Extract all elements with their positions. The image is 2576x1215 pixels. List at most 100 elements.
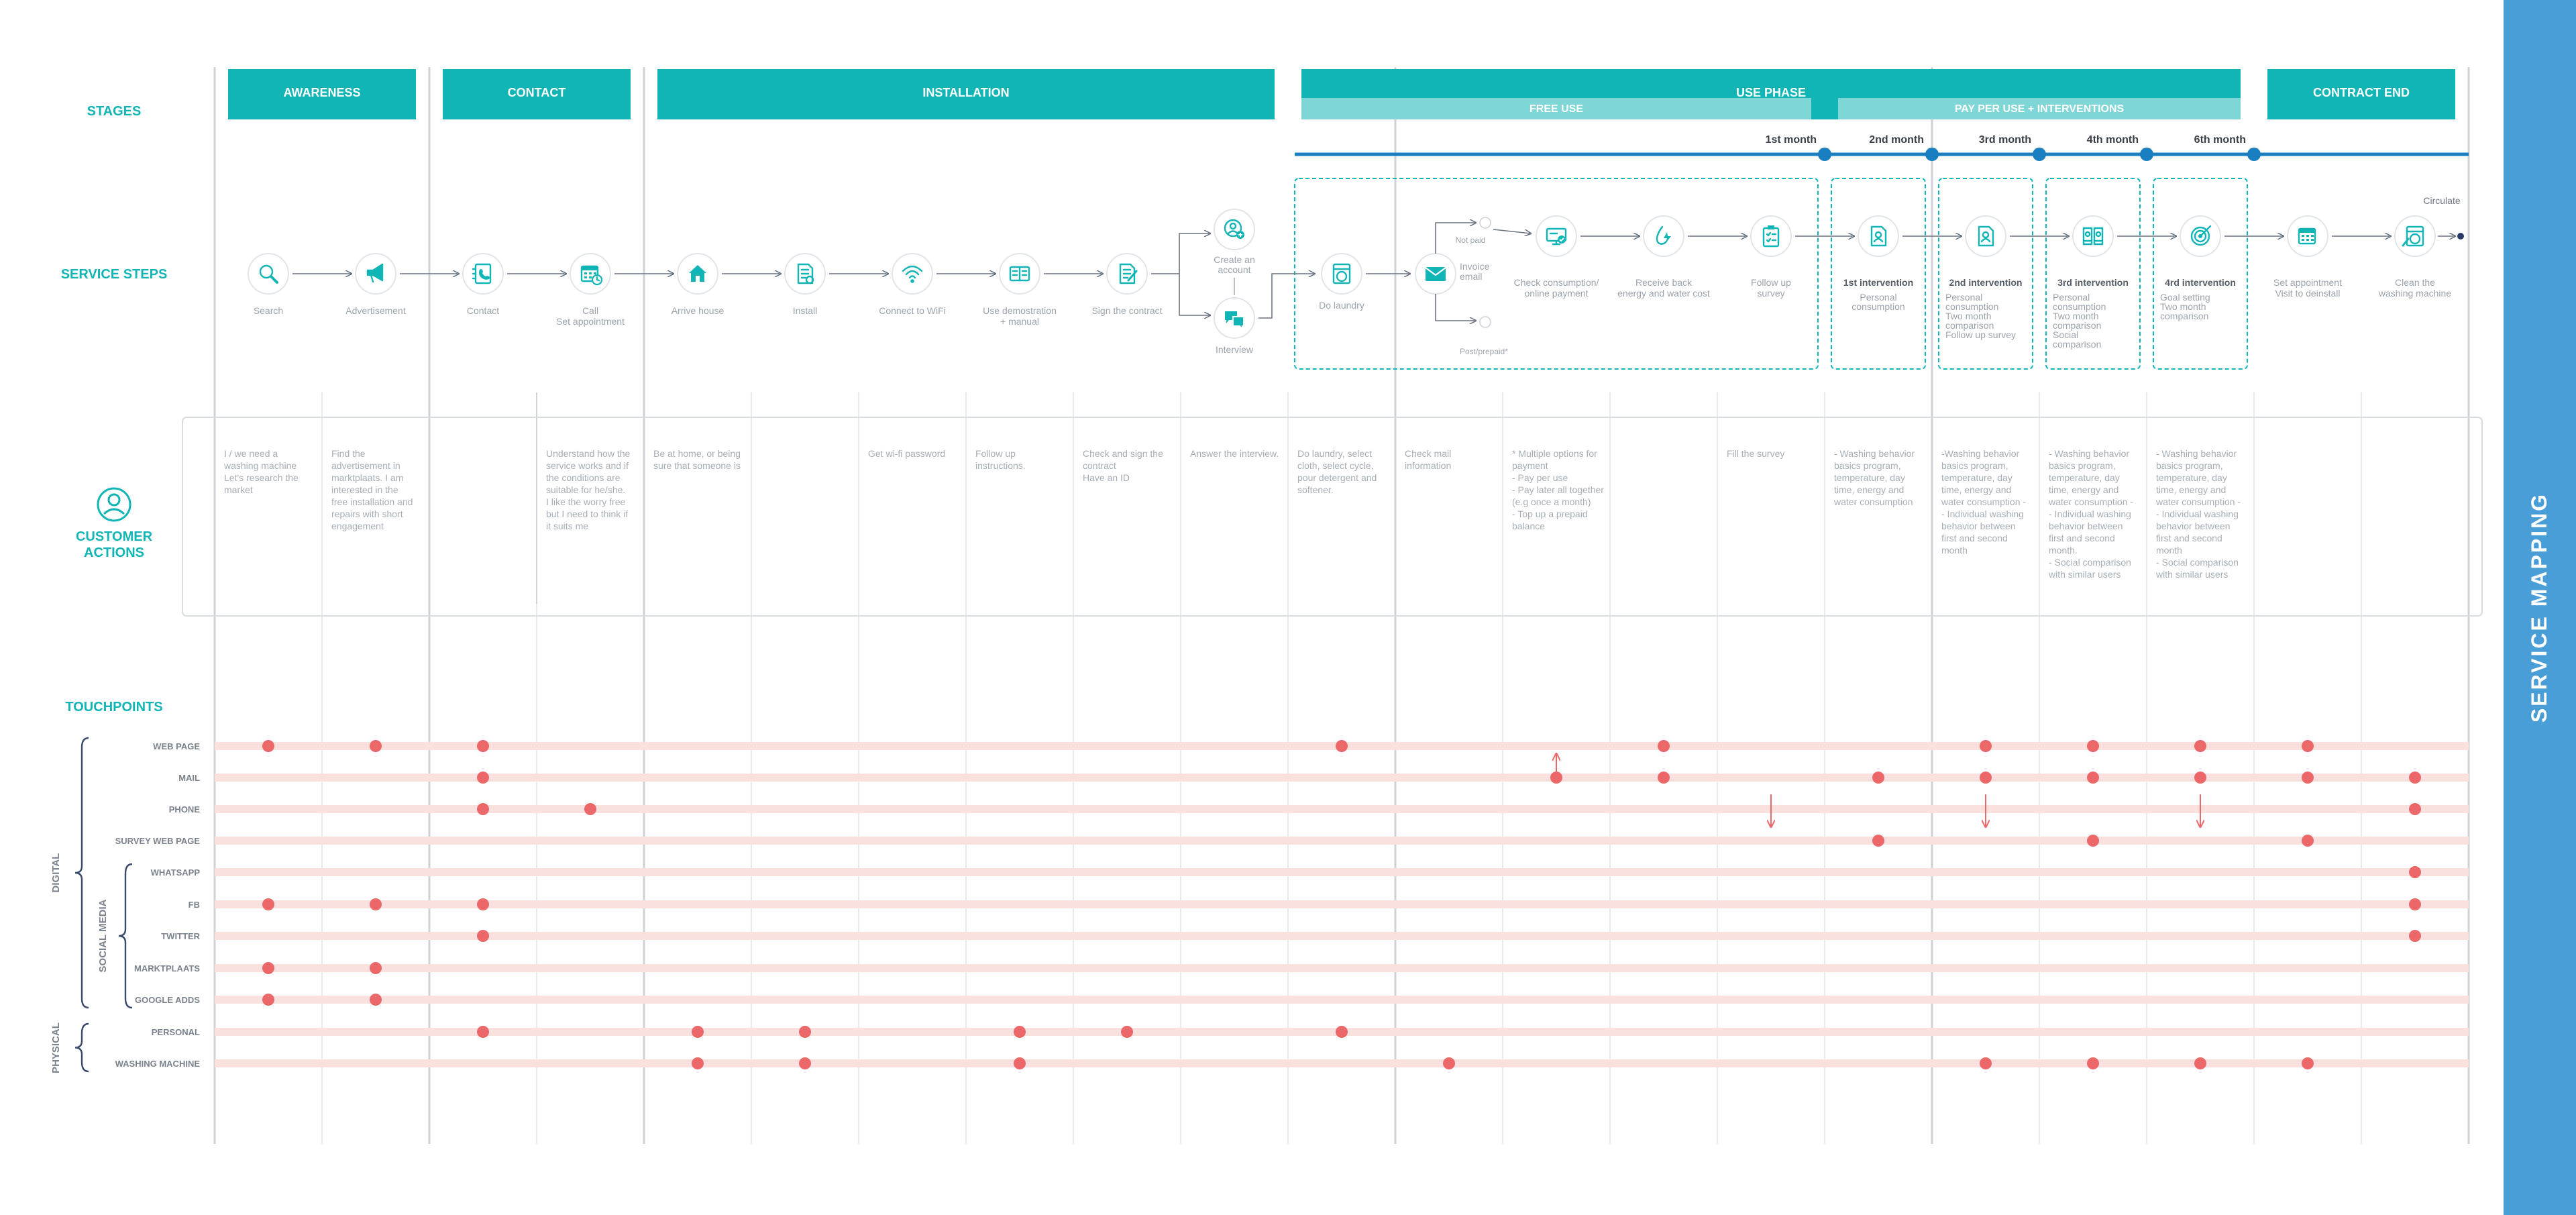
customer-actions-panel: I / we need a washing machine Let's resear… [182,417,2483,617]
customer-action-text: -Washing behavior basics program, temperat… [1941,448,2026,556]
service-steps-label: SERVICE STEPS [61,267,168,282]
step-arrow [1435,294,1476,321]
intervention-title: 4rd intervention [2165,277,2236,288]
touchpoint-band [215,964,2469,972]
intervention-frame [1831,178,1926,370]
touchpoint-dot [2194,1057,2206,1069]
touchpoint-label: WASHING MACHINE [115,1059,201,1069]
touchpoint-dot [370,994,382,1006]
step-arrow [1493,229,1531,233]
social-media-brace [118,863,133,1009]
step-arrow [1258,274,1315,319]
touchpoint-dot [1336,1026,1348,1038]
step-arrow [1435,223,1476,254]
touchpoint-band [215,996,2469,1004]
touchpoint-dot [477,772,489,784]
calendar-icon [2287,215,2328,257]
month-marker [1818,148,1831,161]
touchpoint-dot [2194,772,2206,784]
step-label: Receive back energy and water cost [1617,277,1710,299]
touchpoint-dot [1980,1057,1992,1069]
user-circle-icon [97,487,131,522]
step-label: Connect to WiFi [879,305,946,316]
touchpoint-dot [477,898,489,910]
touchpoint-band [215,868,2469,876]
month-marker [2033,148,2046,161]
touchpoint-label: TWITTER [161,931,200,941]
customer-action-text: - Washing behavior basics program, tempera… [2155,448,2241,580]
payment-screen-icon [1536,215,1577,257]
intervention-frame [2153,178,2248,370]
water-energy-icon [1643,215,1684,257]
manual-icon [999,253,1040,295]
digital-label: DIGITAL [50,853,62,893]
step-label: Contact [467,305,499,316]
step-label: Invoice email [1460,261,1490,282]
physical-brace [74,1022,89,1073]
touchpoint-band [215,837,2469,845]
stage-label: USE PHASE [1736,86,1806,99]
touchpoint-label: GOOGLE ADDS [135,995,200,1005]
intervention-frame [1938,178,2033,370]
physical-label: PHYSICAL [50,1022,62,1073]
touchpoint-label: FB [189,900,200,910]
stage-box [228,69,416,119]
intervention-detail: Personal consumption [1851,292,1904,312]
target-icon [2180,215,2221,257]
touchpoint-dot [2087,835,2099,847]
touchpoint-dot [262,898,274,910]
account-icon [1214,209,1255,250]
step-label: Interview [1216,344,1254,355]
month-timeline: 1st month 2nd month 3rd month 4th month 6th … [1295,134,2469,161]
step-arrow [1151,233,1210,274]
washing-machine-icon [1321,253,1362,295]
step-label: Advertisement [345,305,406,316]
stage-label: INSTALLATION [922,86,1009,99]
touchpoint-dot [1872,835,1884,847]
customer-actions-label: CUSTOMER ACTIONS [76,529,153,560]
touchpoint-dot [2409,803,2421,815]
side-title-band [2504,0,2576,1215]
intervention-frame [2045,178,2141,370]
touchpoint-label: PHONE [169,804,201,814]
step-label: Set appointment Visit to deinstall [2273,277,2342,299]
customer-action-text: Be at home, or being sure that someone is [653,448,741,471]
step-arrow [1179,274,1210,315]
calendar-clock-icon [570,253,611,295]
phonebook-icon [462,253,504,295]
month-label: 3rd month [1979,134,2031,146]
side-title: SERVICE MAPPING [2504,0,2576,1215]
touchpoint-dot [1872,772,1884,784]
month-marker [2140,148,2153,161]
sub-stage-label: FREE USE [1529,103,1583,115]
stage-label: AWARENESS [283,86,360,99]
customer-action-text: Follow up instructions. [975,448,1026,471]
step-label: Do laundry [1319,300,1364,311]
touchpoint-dots [262,740,2421,1069]
customer-actions-frame [182,417,2483,617]
install-document-icon [784,253,826,295]
customer-action-text: - Washing behavior basics program, tempera… [1833,448,1915,507]
touchpoint-label: WEB PAGE [153,741,200,751]
touchpoint-dot [262,962,274,974]
documents-compare-icon [2072,215,2114,257]
touchpoint-dot [2302,835,2314,847]
touchpoint-dot [692,1026,704,1038]
digital-brace [74,737,89,1009]
stage-box [443,69,631,119]
touchpoint-dot [370,962,382,974]
touchpoint-label: MAIL [178,773,200,783]
wifi-icon [892,253,933,295]
magnifier-icon [248,253,289,295]
customer-action-text: Get wi-fi password [868,448,945,459]
intervention-title: 1st intervention [1843,277,1913,288]
month-label: 6th month [2194,134,2246,146]
circulate-dot [2457,233,2464,240]
step-label: Install [793,305,818,316]
clipboard-icon [1750,215,1792,257]
step-label: Use demostration + manual [983,305,1057,327]
intervention-detail: Personal consumption Two month comparison So… [2053,292,2106,350]
touchpoint-dot [1980,772,1992,784]
step-label: Create an account [1214,254,1254,275]
sub-stage-box [1838,98,2241,119]
